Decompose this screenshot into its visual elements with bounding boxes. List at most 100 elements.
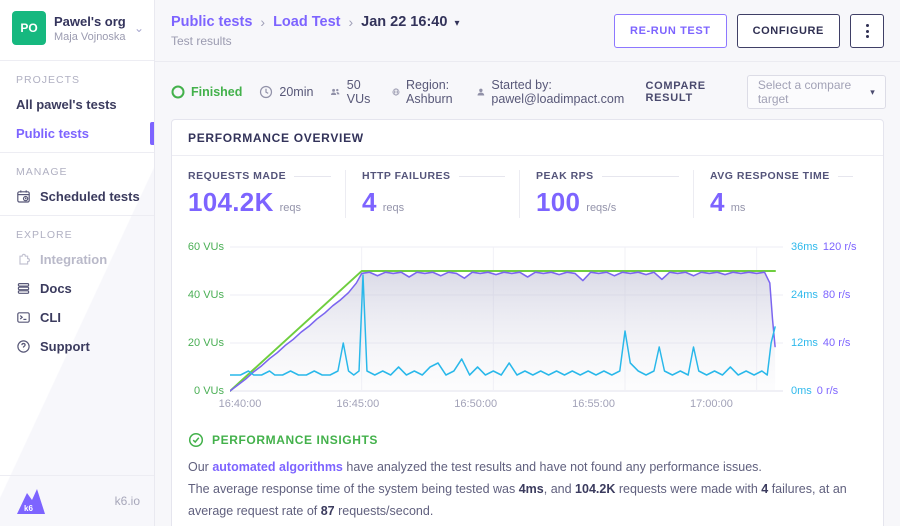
kebab-icon	[866, 30, 869, 33]
compare-target-select[interactable]: Select a compare target ▾	[747, 75, 886, 109]
insights-text: requests/second.	[335, 504, 434, 518]
sidebar-item-label: All pawel's tests	[16, 97, 117, 112]
sidebar-item-label: Public tests	[16, 126, 89, 141]
sidebar-item-docs[interactable]: Docs	[0, 274, 154, 303]
test-vus: 50 VUs	[330, 78, 375, 106]
sidebar-item-label: CLI	[40, 310, 61, 325]
sidebar-item-public-tests[interactable]: Public tests	[0, 119, 154, 148]
right-axis-tick: 36ms 120 r/s	[791, 240, 857, 254]
rps-tick: 0 r/s	[817, 384, 838, 398]
test-duration: 20min	[259, 85, 313, 99]
metric-label: AVG RESPONSE TIME	[710, 170, 853, 182]
configure-button[interactable]: CONFIGURE	[737, 14, 840, 48]
sidebar-item-integration[interactable]: Integration	[0, 245, 154, 274]
metric-unit: reqs/s	[586, 202, 616, 214]
metric-number: 4	[362, 187, 377, 217]
test-started-by: Started by: pawel@loadimpact.com	[476, 78, 629, 106]
users-icon	[330, 85, 340, 99]
left-axis-tick: 20 VUs	[188, 336, 224, 350]
org-avatar: PO	[12, 11, 46, 45]
question-circle-icon	[16, 339, 31, 354]
test-run-selector[interactable]: Jan 22 16:40 ▾	[361, 14, 459, 30]
breadcrumb-public-tests[interactable]: Public tests	[171, 14, 252, 30]
performance-insights: PERFORMANCE INSIGHTS Our automated algor…	[172, 418, 883, 526]
left-axis-tick: 60 VUs	[188, 240, 224, 254]
sidebar-item-label: Docs	[40, 281, 72, 296]
rerun-test-button[interactable]: RE-RUN TEST	[614, 14, 727, 48]
chevron-right-icon: ›	[348, 14, 353, 30]
header-titles: Public tests › Load Test › Jan 22 16:40 …	[171, 14, 459, 48]
metric-label: PEAK RPS	[536, 170, 679, 182]
sidebar-divider	[0, 60, 154, 61]
sidebar: PO Pawel's org Maja Vojnoska ⌄ PROJECTS …	[0, 0, 155, 526]
right-axis-tick: 12ms 40 r/s	[791, 336, 850, 350]
insights-body: Our automated algorithms have analyzed t…	[188, 457, 867, 523]
stack-icon	[16, 281, 31, 296]
rps-tick: 120 r/s	[823, 240, 857, 254]
sidebar-item-support[interactable]: Support	[0, 332, 154, 361]
kebab-icon	[866, 24, 869, 27]
x-tick-label: 16:45:00	[336, 398, 379, 410]
insights-title: PERFORMANCE INSIGHTS	[212, 433, 378, 447]
sidebar-item-all-tests[interactable]: All pawel's tests	[0, 90, 154, 119]
sidebar-item-label: Support	[40, 339, 90, 354]
sidebar-item-cli[interactable]: CLI	[0, 303, 154, 332]
k6-site-link[interactable]: k6.io	[115, 494, 140, 508]
org-name: Pawel's org	[54, 14, 126, 29]
card-title: PERFORMANCE OVERVIEW	[172, 120, 883, 156]
x-tick-label: 17:00:00	[690, 398, 733, 410]
sidebar-divider	[0, 215, 154, 216]
globe-icon	[392, 85, 400, 99]
main-content: Public tests › Load Test › Jan 22 16:40 …	[155, 0, 900, 526]
metric-unit: reqs	[280, 202, 301, 214]
chart-row: 60 VUs 40 VUs 20 VUs 0 VUs	[182, 244, 869, 394]
metric-number: 100	[536, 187, 580, 217]
started-by-text: Started by: pawel@loadimpact.com	[491, 78, 628, 106]
metric-http-failures: HTTP FAILURES 4reqs	[345, 170, 519, 218]
right-axis-tick: 0ms 0 r/s	[791, 384, 838, 398]
header-actions: RE-RUN TEST CONFIGURE	[614, 14, 884, 48]
chevron-right-icon: ›	[260, 14, 265, 30]
more-options-button[interactable]	[850, 14, 884, 48]
insights-text: requests were made with	[615, 482, 761, 496]
metric-value: 4ms	[710, 187, 853, 218]
sidebar-item-scheduled-tests[interactable]: Scheduled tests	[0, 182, 154, 211]
rps-tick: 40 r/s	[823, 336, 851, 350]
insights-paragraph-1: Our automated algorithms have analyzed t…	[188, 457, 867, 479]
metrics-row: REQUESTS MADE 104.2Kreqs HTTP FAILURES 4…	[172, 156, 883, 228]
caret-down-icon: ▾	[870, 87, 875, 98]
page-subtitle: Test results	[171, 34, 459, 48]
region-text: Region: Ashburn	[406, 78, 459, 106]
insights-text: have analyzed the test results and have …	[343, 460, 762, 474]
insights-text: Our	[188, 460, 212, 474]
chevron-down-icon: ⌄	[134, 21, 144, 35]
chart-plot-area	[230, 244, 783, 394]
sidebar-item-label: Integration	[40, 252, 107, 267]
automated-algorithms-link[interactable]: automated algorithms	[212, 460, 343, 474]
active-indicator	[150, 122, 154, 145]
ms-tick: 0ms	[791, 384, 812, 398]
terminal-icon	[16, 310, 31, 325]
ms-tick: 36ms	[791, 240, 818, 254]
sidebar-divider	[0, 152, 154, 153]
test-region: Region: Ashburn	[392, 78, 459, 106]
section-label-explore: EXPLORE	[16, 229, 138, 241]
section-label-projects: PROJECTS	[16, 74, 138, 86]
insights-paragraph-2: The average response time of the system …	[188, 479, 867, 523]
kebab-icon	[866, 35, 869, 38]
metric-label: REQUESTS MADE	[188, 170, 331, 182]
metric-value: 4reqs	[362, 187, 505, 218]
status-finished: Finished	[171, 85, 242, 99]
metric-peak-rps: PEAK RPS 100 reqs/s	[519, 170, 693, 218]
svg-text:k6: k6	[24, 504, 33, 513]
performance-overview-card: PERFORMANCE OVERVIEW REQUESTS MADE 104.2…	[171, 119, 884, 526]
breadcrumb-load-test[interactable]: Load Test	[273, 14, 340, 30]
calendar-clock-icon	[16, 189, 31, 204]
sidebar-footer: k6 k6.io	[0, 475, 154, 526]
k6-logo[interactable]: k6	[14, 486, 48, 516]
ms-tick: 12ms	[791, 336, 818, 350]
x-tick-label: 16:40:00	[219, 398, 262, 410]
status-ring-icon	[171, 85, 185, 99]
org-switcher[interactable]: PO Pawel's org Maja Vojnoska ⌄	[0, 0, 154, 56]
user-icon	[476, 85, 486, 99]
